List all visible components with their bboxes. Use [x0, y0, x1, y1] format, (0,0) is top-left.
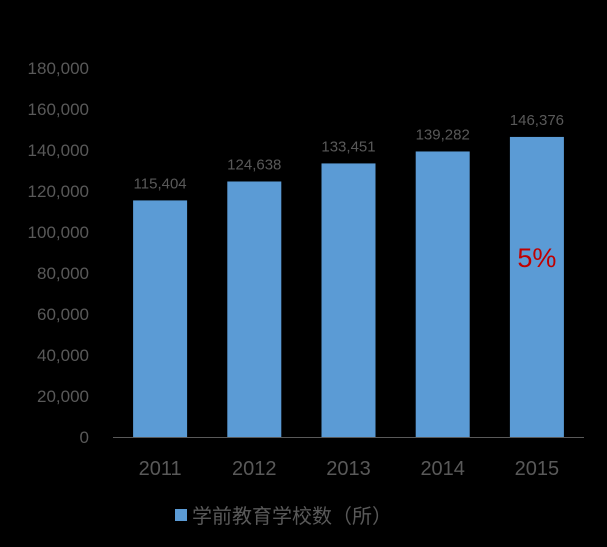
y-tick-label: 160,000 [28, 100, 89, 119]
annotation-label: 5% [517, 243, 556, 273]
x-tick-label: 2015 [515, 458, 560, 480]
bars [133, 136, 564, 437]
x-tick-label: 2014 [420, 458, 465, 480]
x-tick-label: 2012 [232, 458, 277, 480]
data-label: 133,451 [321, 138, 375, 155]
bar [133, 200, 188, 437]
data-label: 115,404 [134, 175, 187, 192]
bar [509, 136, 564, 437]
y-tick-label: 100,000 [28, 223, 89, 242]
data-labels: 115,404 124,638 133,451 139,282 146,376 [134, 112, 564, 192]
bar [227, 181, 282, 437]
data-label: 139,282 [416, 126, 470, 143]
y-tick-label: 60,000 [37, 305, 89, 324]
y-tick-label: 20,000 [37, 387, 89, 406]
bar [415, 151, 470, 437]
y-tick-label: 180,000 [28, 59, 89, 78]
legend: 学前教育学校数（所） [175, 504, 392, 528]
x-tick-label: 2011 [139, 458, 182, 480]
data-label: 124,638 [227, 156, 281, 173]
x-axis-ticks: 2011 2012 2013 2014 2015 [139, 458, 560, 480]
y-tick-label: 120,000 [28, 182, 89, 201]
x-tick-label: 2013 [326, 458, 371, 480]
y-tick-label: 140,000 [28, 141, 89, 160]
y-tick-label: 0 [80, 428, 89, 447]
legend-label: 学前教育学校数（所） [192, 504, 392, 528]
y-tick-label: 80,000 [37, 264, 89, 283]
bar [321, 163, 376, 437]
legend-swatch [175, 509, 187, 521]
y-axis-ticks: 0 20,000 40,000 60,000 80,000 100,000 120,000 1… [28, 59, 89, 447]
y-tick-label: 40,000 [37, 346, 89, 365]
data-label: 146,376 [510, 112, 564, 129]
